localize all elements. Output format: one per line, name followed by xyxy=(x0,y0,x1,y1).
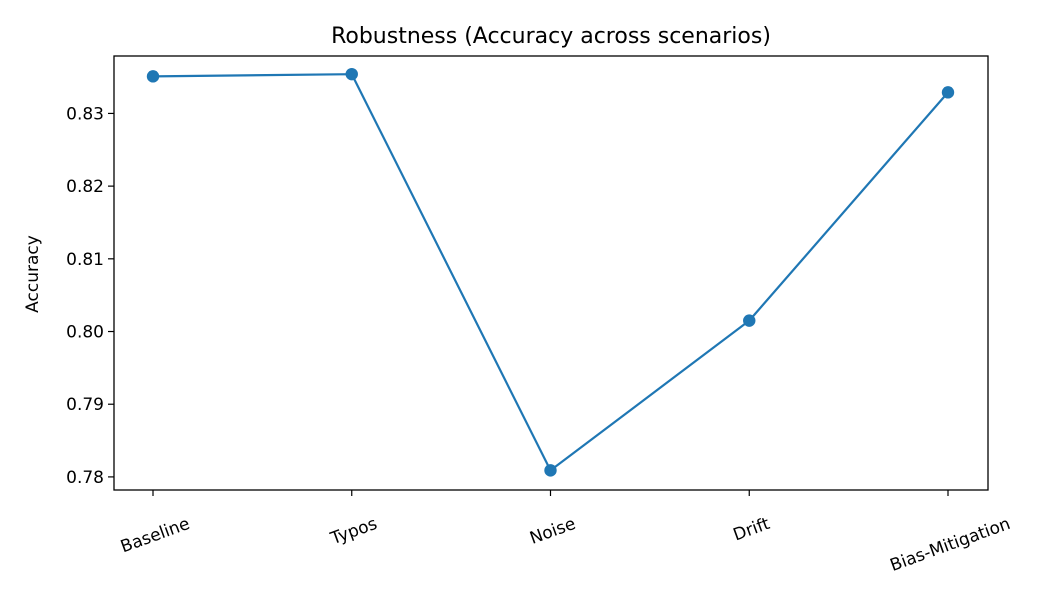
y-tick-label: 0.80 xyxy=(66,323,104,343)
data-point xyxy=(146,70,160,83)
chart-title: Robustness (Accuracy across scenarios) xyxy=(331,24,771,49)
data-point xyxy=(743,314,756,327)
data-point xyxy=(941,86,955,99)
y-tick-label: 0.79 xyxy=(66,395,104,415)
plot-frame xyxy=(113,55,989,491)
y-tick-label: 0.81 xyxy=(66,250,104,270)
data-point xyxy=(544,464,557,477)
series-layer xyxy=(146,67,955,477)
y-axis-label: Accuracy xyxy=(23,235,43,313)
y-tick-label: 0.78 xyxy=(66,468,104,488)
data-point xyxy=(345,67,358,81)
y-tick-label: 0.82 xyxy=(66,177,104,197)
y-axis-ticks: 0.78 0.79 0.80 0.81 0.82 0.83 xyxy=(66,104,114,488)
y-tick-label: 0.83 xyxy=(66,104,104,124)
